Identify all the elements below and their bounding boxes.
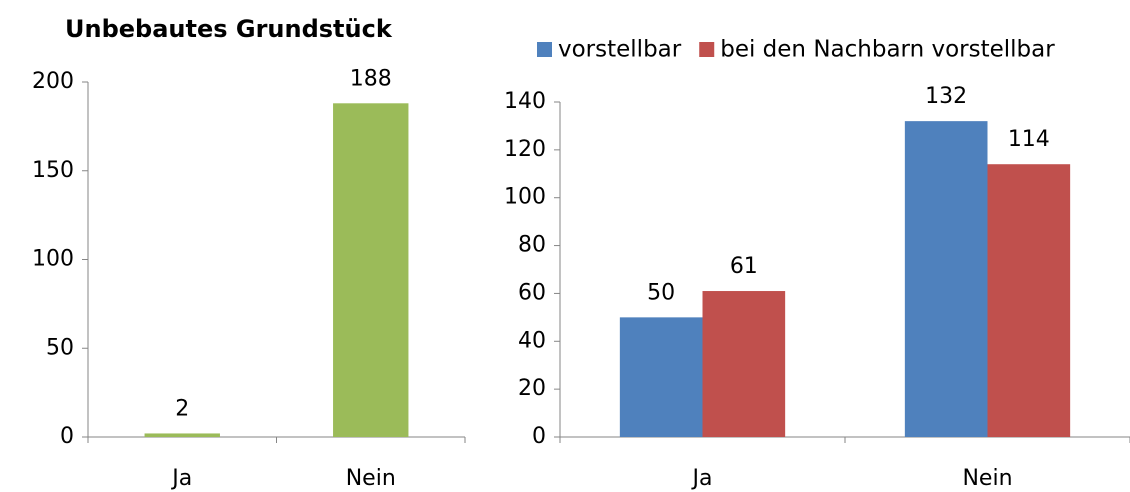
- y-tick-label: 20: [518, 376, 546, 401]
- y-tick-label: 0: [60, 424, 74, 449]
- y-tick-label: 100: [32, 247, 74, 272]
- y-tick-label: 120: [504, 137, 546, 162]
- bar: [702, 291, 786, 437]
- y-tick-label: 150: [32, 158, 74, 183]
- legend-label: vorstellbar: [558, 37, 682, 63]
- data-label: 132: [925, 84, 967, 109]
- x-tick-label: Nein: [962, 466, 1012, 491]
- y-tick-label: 100: [504, 185, 546, 210]
- bar: [333, 103, 409, 438]
- y-tick-label: 40: [518, 328, 546, 353]
- x-tick-label: Ja: [170, 466, 192, 491]
- y-tick-label: 80: [518, 233, 546, 258]
- y-tick-label: 200: [32, 69, 74, 94]
- x-tick-label: Nein: [346, 466, 396, 491]
- legend-label: bei den Nachbarn vorstellbar: [720, 37, 1055, 63]
- bar: [144, 433, 220, 437]
- bar: [619, 317, 703, 437]
- legend-swatch: [699, 42, 715, 57]
- data-label: 2: [175, 396, 189, 421]
- x-tick-label: Ja: [691, 466, 713, 491]
- data-label: 50: [647, 280, 675, 305]
- y-tick-label: 50: [46, 335, 74, 360]
- data-label: 61: [730, 254, 758, 279]
- data-label: 114: [1008, 127, 1050, 152]
- bar: [904, 121, 988, 438]
- data-label: 188: [350, 66, 392, 91]
- y-tick-label: 60: [518, 280, 546, 305]
- y-tick-label: 140: [504, 89, 546, 114]
- bar: [987, 164, 1071, 437]
- y-tick-label: 0: [532, 424, 546, 449]
- chart-title: Unbebautes Grundstück: [65, 15, 393, 43]
- legend-swatch: [537, 42, 552, 57]
